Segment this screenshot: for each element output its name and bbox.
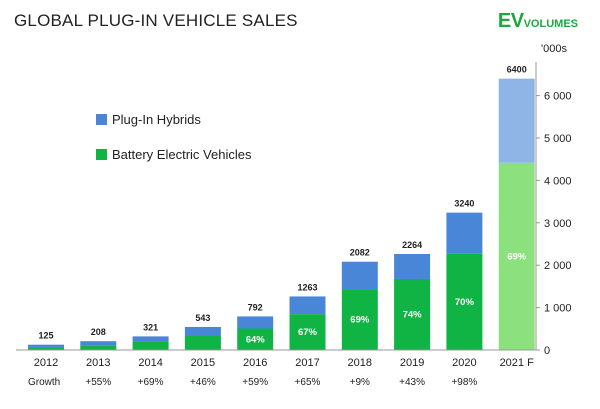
- y-tick-label: 4 000: [544, 175, 572, 187]
- bar-bev-2015: [184, 336, 221, 350]
- bar-bev-2014: [132, 341, 169, 350]
- y-axis-ticks: 0 1 000 2 000 3 000 4 000 5 000 6 000: [536, 91, 572, 357]
- bar-bev-2019: [394, 278, 431, 350]
- growth-value-2019: +43%: [399, 377, 425, 388]
- bar-phev-2020: [446, 212, 483, 254]
- bar-bev-2016: [237, 328, 274, 350]
- total-label-2013: 208: [91, 327, 106, 337]
- bars-group: 125 208 321 543 792 64% 1263 67% 2082 69% 2264 74% 3…: [28, 65, 535, 350]
- bar-phev-2013: [80, 341, 117, 346]
- total-label-2017: 1263: [297, 282, 317, 292]
- x-tick-label-2019: 2019: [400, 357, 424, 369]
- bar-phev-2017: [289, 296, 326, 315]
- legend-label-plug-in-hybrids: Plug-In Hybrids: [112, 112, 201, 127]
- bev-share-label-2021-f: 69%: [507, 251, 527, 262]
- legend-label-battery-electric-vehicles: Battery Electric Vehicles: [112, 147, 252, 162]
- bev-share-label-2018: 69%: [350, 315, 370, 326]
- growth-value-2014: +69%: [138, 377, 164, 388]
- x-tick-label-2020: 2020: [452, 357, 476, 369]
- total-label-2019: 2264: [402, 240, 422, 250]
- ev-volumes-logo: EVVOLUMES: [498, 10, 578, 33]
- bar-bev-2021-f: [498, 162, 535, 350]
- total-label-2018: 2082: [350, 248, 370, 258]
- bar-phev-2019: [394, 254, 431, 279]
- total-label-2012: 125: [38, 331, 53, 341]
- bar-phev-2015: [184, 326, 221, 337]
- bev-share-label-2017: 67%: [298, 327, 318, 338]
- bar-bev-2018: [341, 289, 378, 350]
- bar-phev-2018: [341, 261, 378, 290]
- y-tick-label: 2 000: [544, 260, 572, 272]
- legend-swatch-plug-in-hybrids: [96, 114, 107, 125]
- bar-bev-2017: [289, 314, 326, 350]
- bev-share-label-2016: 64%: [246, 334, 266, 345]
- bar-bev-2020: [446, 253, 483, 350]
- x-tick-label-2018: 2018: [348, 357, 372, 369]
- chart-title: GLOBAL PLUG-IN VEHICLE SALES: [14, 11, 298, 30]
- bar-bev-2013: [80, 345, 117, 350]
- x-tick-label-2016: 2016: [243, 357, 267, 369]
- total-label-2021-f: 6400: [507, 65, 527, 75]
- logo-volumes-text: VOLUMES: [523, 18, 578, 30]
- x-tick-label-2021-f: 2021 F: [500, 357, 535, 369]
- legend-swatch-battery-electric-vehicles: [96, 149, 107, 160]
- y-tick-label: 5 000: [544, 133, 572, 145]
- growth-value-2020: +98%: [451, 377, 477, 388]
- x-tick-label-2013: 2013: [86, 357, 110, 369]
- y-tick-label: 0: [544, 345, 550, 357]
- x-tick-label-2014: 2014: [138, 357, 162, 369]
- logo-ev-text: EV: [497, 10, 524, 32]
- x-tick-label-2012: 2012: [34, 357, 58, 369]
- growth-value-2016: +59%: [242, 377, 268, 388]
- total-label-2016: 792: [248, 302, 263, 312]
- bar-phev-2012: [28, 344, 64, 348]
- growth-label: Growth: [28, 377, 60, 388]
- x-tick-label-2017: 2017: [295, 357, 319, 369]
- bar-phev-2014: [132, 336, 169, 342]
- x-axis-labels: 2012 2013 2014 2015 2016 2017 2018 2019 2020 2021…: [34, 357, 534, 369]
- total-label-2020: 3240: [454, 199, 474, 209]
- y-tick-label: 6 000: [544, 91, 572, 103]
- y-axis-unit-label: '000s: [541, 43, 567, 55]
- total-label-2014: 321: [143, 322, 158, 332]
- bar-bev-2012: [28, 347, 64, 350]
- growth-value-2018: +9%: [350, 377, 370, 388]
- bar-phev-2021-f: [498, 78, 535, 163]
- y-tick-label: 3 000: [544, 218, 572, 230]
- chart-legend: Plug-In Hybrids Battery Electric Vehicle…: [96, 112, 252, 162]
- growth-value-2017: +65%: [295, 377, 321, 388]
- growth-value-2013: +55%: [85, 377, 111, 388]
- bev-share-label-2020: 70%: [455, 297, 475, 308]
- bar-phev-2016: [237, 316, 274, 329]
- bev-share-label-2019: 74%: [403, 309, 423, 320]
- y-tick-label: 1 000: [544, 303, 572, 315]
- growth-value-2015: +46%: [190, 377, 216, 388]
- growth-row: Growth +55% +69% +46% +59% +65% +9% +43% +98%: [28, 377, 477, 388]
- x-tick-label-2015: 2015: [191, 357, 215, 369]
- total-label-2015: 543: [195, 313, 210, 323]
